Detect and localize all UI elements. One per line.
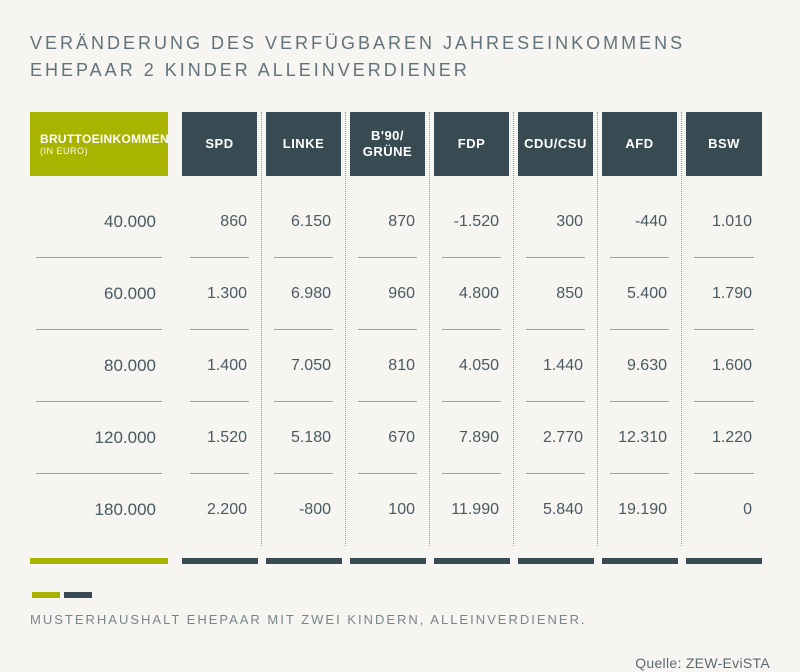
value-cell: 1.600 [682, 330, 766, 402]
value-cell: 1.790 [682, 258, 766, 330]
party-header: AFD [602, 112, 677, 176]
value-cell: 0 [682, 474, 766, 546]
value-cell: 7.050 [262, 330, 345, 402]
value-cell: 11.990 [430, 474, 513, 546]
income-column: BRUTTOEINKOMMEN(IN EURO) 40.00060.00080.0… [30, 112, 168, 546]
income-header-sub: (IN EURO) [40, 146, 88, 156]
footer-bar-party [602, 558, 678, 564]
legend-dark-bar [64, 592, 92, 598]
value-cell: 4.800 [430, 258, 513, 330]
income-header: BRUTTOEINKOMMEN(IN EURO) [30, 112, 168, 176]
footer-bar-party [434, 558, 510, 564]
value-cell: 5.400 [598, 258, 681, 330]
value-cell: 1.520 [178, 402, 261, 474]
chart-title: VERÄNDERUNG DES VERFÜGBAREN JAHRESEINKOM… [30, 30, 770, 84]
party-column: BSW 1.0101.7901.6001.2200 [682, 112, 766, 546]
value-cell: 1.300 [178, 258, 261, 330]
value-cell: -1.520 [430, 186, 513, 258]
footer-bar-party [266, 558, 342, 564]
value-cell: 810 [346, 330, 429, 402]
footer-bar-party [350, 558, 426, 564]
source: Quelle: ZEW-EviSTA [30, 655, 770, 671]
value-cell: 6.980 [262, 258, 345, 330]
value-cell: 2.200 [178, 474, 261, 546]
income-table: BRUTTOEINKOMMEN(IN EURO) 40.00060.00080.0… [30, 112, 770, 546]
footnote: MUSTERHAUSHALT EHEPAAR MIT ZWEI KINDERN,… [30, 612, 770, 627]
value-cell: 670 [346, 402, 429, 474]
party-header: SPD [182, 112, 257, 176]
value-cell: 860 [178, 186, 261, 258]
value-cell: 1.010 [682, 186, 766, 258]
party-column: CDU/CSU 3008501.4402.7705.840 [514, 112, 598, 546]
value-cell: -800 [262, 474, 345, 546]
party-header: FDP [434, 112, 509, 176]
value-cell: 6.150 [262, 186, 345, 258]
party-column: FDP -1.5204.8004.0507.89011.990 [430, 112, 514, 546]
party-column: SPD 8601.3001.4001.5202.200 [178, 112, 262, 546]
income-cell: 80.000 [30, 330, 168, 402]
value-cell: 7.890 [430, 402, 513, 474]
value-cell: 2.770 [514, 402, 597, 474]
value-cell: 300 [514, 186, 597, 258]
party-header: BSW [686, 112, 762, 176]
party-column: B'90/GRÜNE 870960810670100 [346, 112, 430, 546]
legend-green-bar [32, 592, 60, 598]
title-line1: VERÄNDERUNG DES VERFÜGBAREN JAHRESEINKOM… [30, 30, 770, 57]
value-cell: 19.190 [598, 474, 681, 546]
value-cell: 4.050 [430, 330, 513, 402]
income-cell: 120.000 [30, 402, 168, 474]
value-cell: 1.440 [514, 330, 597, 402]
party-column: AFD -4405.4009.63012.31019.190 [598, 112, 682, 546]
income-cell: 180.000 [30, 474, 168, 546]
income-cell: 40.000 [30, 186, 168, 258]
footer-bar-income [30, 558, 168, 564]
value-cell: 1.220 [682, 402, 766, 474]
value-cell: -440 [598, 186, 681, 258]
value-cell: 100 [346, 474, 429, 546]
value-cell: 870 [346, 186, 429, 258]
income-cell: 60.000 [30, 258, 168, 330]
value-cell: 5.840 [514, 474, 597, 546]
footer-bar-party [518, 558, 594, 564]
party-header: LINKE [266, 112, 341, 176]
party-header: B'90/GRÜNE [350, 112, 425, 176]
income-header-main: BRUTTOEINKOMMEN [40, 132, 169, 146]
value-cell: 960 [346, 258, 429, 330]
party-column: LINKE 6.1506.9807.0505.180-800 [262, 112, 346, 546]
footer-accent-bars [30, 558, 770, 564]
footer-bar-party [686, 558, 762, 564]
value-cell: 1.400 [178, 330, 261, 402]
value-cell: 5.180 [262, 402, 345, 474]
legend-bars [30, 592, 770, 598]
value-cell: 9.630 [598, 330, 681, 402]
footer-bar-party [182, 558, 258, 564]
title-line2: EHEPAAR 2 KINDER ALLEINVERDIENER [30, 57, 770, 84]
value-cell: 12.310 [598, 402, 681, 474]
party-header: CDU/CSU [518, 112, 593, 176]
value-cell: 850 [514, 258, 597, 330]
